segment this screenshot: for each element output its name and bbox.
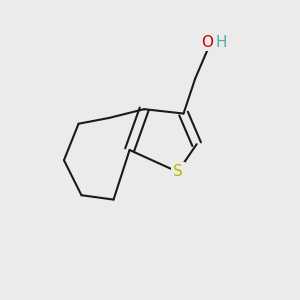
Text: S: S xyxy=(173,164,183,179)
Text: O: O xyxy=(201,34,213,50)
Text: H: H xyxy=(216,34,227,50)
